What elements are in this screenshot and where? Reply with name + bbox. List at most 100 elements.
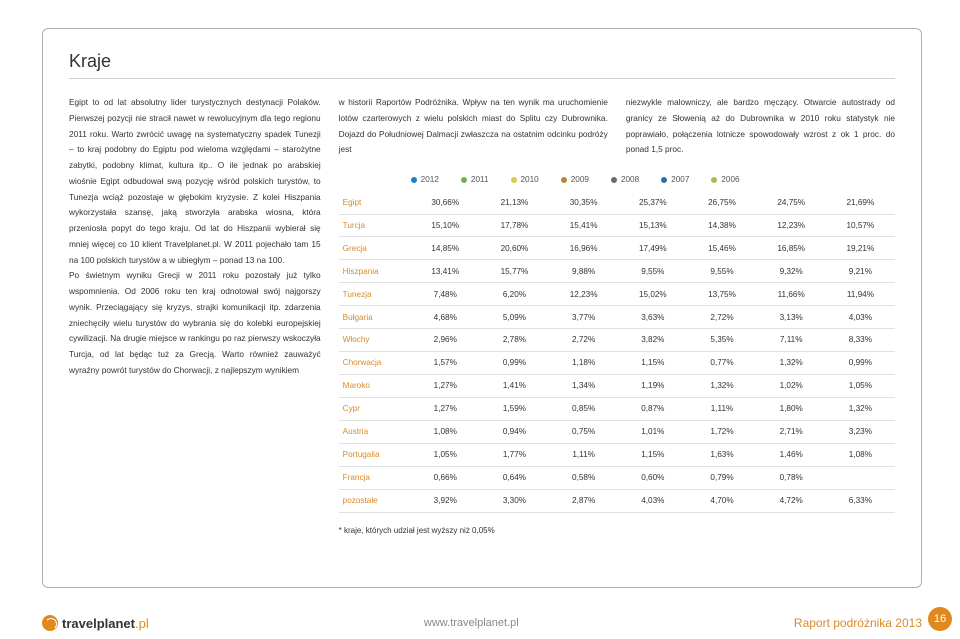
- country-cell: Austria: [339, 421, 411, 444]
- country-cell: Chorwacja: [339, 352, 411, 375]
- value-cell: 4,68%: [411, 306, 480, 329]
- legend-item: 2006: [711, 172, 739, 188]
- value-cell: 1,46%: [757, 444, 826, 467]
- globe-icon: [42, 615, 58, 631]
- value-cell: 11,94%: [826, 283, 895, 306]
- table-row: Austria1,08%0,94%0,75%1,01%1,72%2,71%3,2…: [339, 421, 895, 444]
- table-footnote: * kraje, których udział jest wyższy niż …: [339, 523, 895, 538]
- table-row: Francja0,66%0,64%0,58%0,60%0,79%0,78%: [339, 467, 895, 490]
- value-cell: 17,49%: [618, 237, 687, 260]
- legend-dot-icon: [711, 177, 717, 183]
- legend-dot-icon: [611, 177, 617, 183]
- title-divider: [69, 78, 895, 79]
- value-cell: 20,60%: [480, 237, 549, 260]
- value-cell: 15,10%: [411, 214, 480, 237]
- value-cell: 13,75%: [687, 283, 756, 306]
- right-top-columns: w historii Raportów Podróżnika. Wpływ na…: [339, 95, 895, 158]
- value-cell: 0,75%: [549, 421, 618, 444]
- value-cell: 0,94%: [480, 421, 549, 444]
- value-cell: 3,82%: [618, 329, 687, 352]
- value-cell: 9,21%: [826, 260, 895, 283]
- value-cell: 12,23%: [549, 283, 618, 306]
- value-cell: 7,48%: [411, 283, 480, 306]
- value-cell: 7,11%: [757, 329, 826, 352]
- value-cell: 14,85%: [411, 237, 480, 260]
- value-cell: 0,66%: [411, 467, 480, 490]
- country-cell: Francja: [339, 467, 411, 490]
- value-cell: 0,58%: [549, 467, 618, 490]
- value-cell: 3,23%: [826, 421, 895, 444]
- country-cell: Maroko: [339, 375, 411, 398]
- country-cell: Portugalia: [339, 444, 411, 467]
- value-cell: 5,35%: [687, 329, 756, 352]
- column-3: niezwykle malowniczy, ale bardzo męczący…: [626, 95, 895, 158]
- footer-url: www.travelplanet.pl: [424, 617, 519, 629]
- value-cell: 1,32%: [826, 398, 895, 421]
- value-cell: 8,33%: [826, 329, 895, 352]
- legend-dot-icon: [511, 177, 517, 183]
- value-cell: 4,72%: [757, 489, 826, 512]
- value-cell: 4,70%: [687, 489, 756, 512]
- value-cell: 0,64%: [480, 467, 549, 490]
- column-2: w historii Raportów Podróżnika. Wpływ na…: [339, 95, 608, 158]
- value-cell: 0,87%: [618, 398, 687, 421]
- country-cell: pozostałe: [339, 489, 411, 512]
- body-text-1b: Po świetnym wyniku Grecji w 2011 roku po…: [69, 268, 321, 378]
- logo-text: travelplanet.pl: [62, 616, 149, 631]
- countries-table: Egipt30,66%21,13%30,35%25,37%26,75%24,75…: [339, 192, 895, 513]
- country-cell: Włochy: [339, 329, 411, 352]
- value-cell: 2,72%: [549, 329, 618, 352]
- table-row: Cypr1,27%1,59%0,85%0,87%1,11%1,80%1,32%: [339, 398, 895, 421]
- value-cell: 1,19%: [618, 375, 687, 398]
- country-cell: Cypr: [339, 398, 411, 421]
- value-cell: 2,78%: [480, 329, 549, 352]
- value-cell: 2,96%: [411, 329, 480, 352]
- value-cell: 3,92%: [411, 489, 480, 512]
- value-cell: 1,11%: [549, 444, 618, 467]
- value-cell: 19,21%: [826, 237, 895, 260]
- value-cell: 15,13%: [618, 214, 687, 237]
- value-cell: 1,15%: [618, 444, 687, 467]
- value-cell: 9,55%: [687, 260, 756, 283]
- legend-item: 2008: [611, 172, 639, 188]
- value-cell: 3,13%: [757, 306, 826, 329]
- right-block: w historii Raportów Podróżnika. Wpływ na…: [339, 95, 895, 538]
- table-row: Turcja15,10%17,78%15,41%15,13%14,38%12,2…: [339, 214, 895, 237]
- body-text-3: niezwykle malowniczy, ale bardzo męczący…: [626, 95, 895, 158]
- table-row: Portugalia1,05%1,77%1,11%1,15%1,63%1,46%…: [339, 444, 895, 467]
- value-cell: 0,79%: [687, 467, 756, 490]
- value-cell: 10,57%: [826, 214, 895, 237]
- value-cell: 1,63%: [687, 444, 756, 467]
- value-cell: 6,33%: [826, 489, 895, 512]
- value-cell: 3,63%: [618, 306, 687, 329]
- country-cell: Grecja: [339, 237, 411, 260]
- table-row: pozostałe3,92%3,30%2,87%4,03%4,70%4,72%6…: [339, 489, 895, 512]
- value-cell: 5,09%: [480, 306, 549, 329]
- legend-dot-icon: [561, 177, 567, 183]
- value-cell: 2,71%: [757, 421, 826, 444]
- value-cell: 9,32%: [757, 260, 826, 283]
- value-cell: 1,01%: [618, 421, 687, 444]
- value-cell: 17,78%: [480, 214, 549, 237]
- country-cell: Hiszpania: [339, 260, 411, 283]
- legend-item: 2009: [561, 172, 589, 188]
- legend-item: 2011: [461, 172, 489, 188]
- value-cell: 30,35%: [549, 192, 618, 214]
- value-cell: 25,37%: [618, 192, 687, 214]
- legend-dot-icon: [661, 177, 667, 183]
- value-cell: 16,96%: [549, 237, 618, 260]
- value-cell: 21,13%: [480, 192, 549, 214]
- value-cell: 1,11%: [687, 398, 756, 421]
- body-text-2: w historii Raportów Podróżnika. Wpływ na…: [339, 95, 608, 158]
- value-cell: 24,75%: [757, 192, 826, 214]
- value-cell: 1,18%: [549, 352, 618, 375]
- legend-dot-icon: [411, 177, 417, 183]
- value-cell: 1,80%: [757, 398, 826, 421]
- table-row: Włochy2,96%2,78%2,72%3,82%5,35%7,11%8,33…: [339, 329, 895, 352]
- table-row: Egipt30,66%21,13%30,35%25,37%26,75%24,75…: [339, 192, 895, 214]
- report-title: Raport podróżnika 2013: [794, 616, 922, 630]
- value-cell: 0,60%: [618, 467, 687, 490]
- page-footer: travelplanet.pl www.travelplanet.pl Rapo…: [42, 615, 922, 631]
- value-cell: 15,46%: [687, 237, 756, 260]
- value-cell: 16,85%: [757, 237, 826, 260]
